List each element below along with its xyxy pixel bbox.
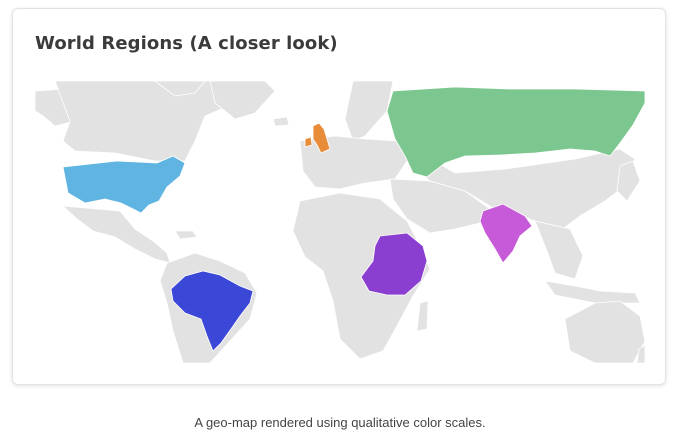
land-australia xyxy=(564,300,645,363)
land-asia xyxy=(399,140,636,232)
land-caribbean xyxy=(174,230,198,240)
region-east-africa xyxy=(360,232,428,296)
land-new-zealand xyxy=(636,344,645,363)
card-title: World Regions (A closer look) xyxy=(35,33,338,54)
land-mexico xyxy=(61,205,171,264)
region-uk-ireland xyxy=(304,122,331,154)
land-indonesia xyxy=(544,280,641,304)
land-arctic-islands xyxy=(154,81,206,97)
region-india xyxy=(479,203,533,264)
map-caption: A geo-map rendered using qualitative col… xyxy=(194,415,486,430)
land-iceland xyxy=(272,116,290,127)
land-madagascar xyxy=(416,300,429,332)
region-russia xyxy=(386,86,645,178)
region-brazil xyxy=(170,270,254,352)
region-usa xyxy=(62,155,186,214)
world-map xyxy=(35,81,645,363)
map-card: World Regions (A closer look) xyxy=(12,8,666,385)
land-canada xyxy=(54,81,241,162)
highlighted-regions xyxy=(62,86,645,352)
land-southeast-asia xyxy=(534,220,584,280)
land-greenland xyxy=(209,81,276,120)
land-japan xyxy=(616,160,641,202)
land-scandinavia xyxy=(344,81,394,142)
